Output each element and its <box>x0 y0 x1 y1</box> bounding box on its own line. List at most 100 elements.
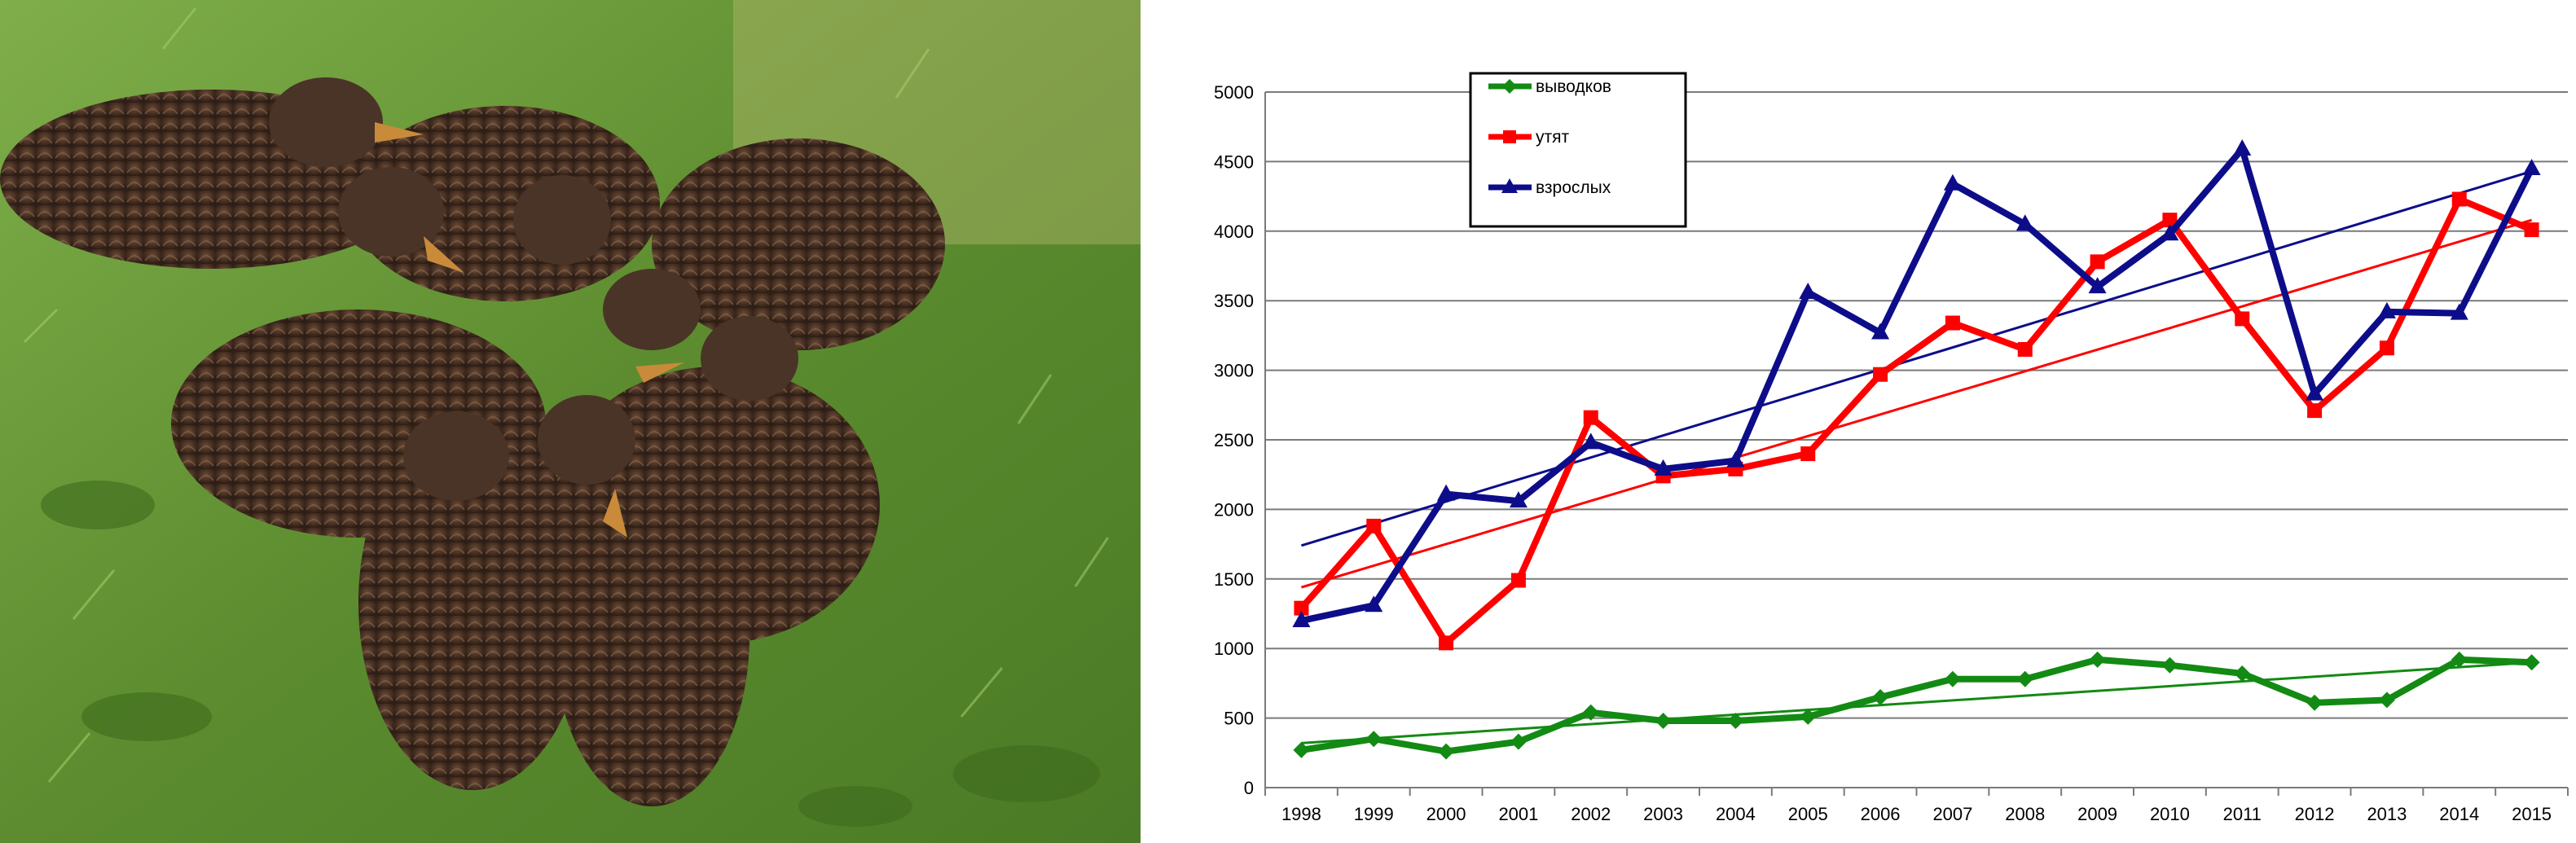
data-point <box>1726 450 1745 468</box>
duckling-group <box>0 77 945 806</box>
legend-marker <box>1502 79 1517 94</box>
data-point <box>2450 303 2468 320</box>
data-point <box>2379 340 2394 356</box>
axes <box>1264 92 2569 796</box>
data-point <box>1655 713 1672 730</box>
x-tick-label: 2007 <box>1932 804 1972 824</box>
data-point <box>2016 214 2034 231</box>
x-tick-label: 2015 <box>2512 804 2552 824</box>
x-tick-label: 2000 <box>1426 804 1466 824</box>
legend-marker <box>1501 178 1518 193</box>
x-tick-label: 2003 <box>1643 804 1683 824</box>
y-tick-label: 500 <box>1224 709 1254 729</box>
y-tick-label: 1500 <box>1214 569 1254 590</box>
series-line <box>1299 195 2534 647</box>
data-point <box>2161 656 2178 674</box>
data-point <box>2306 694 2323 711</box>
trend-line <box>1300 169 2533 547</box>
data-point <box>1365 595 1383 612</box>
data-point <box>2234 665 2251 682</box>
y-tick-label: 5000 <box>1214 82 1254 103</box>
data-point <box>2161 224 2179 241</box>
data-point <box>1727 713 1744 730</box>
y-tick-label: 3500 <box>1214 291 1254 311</box>
trend-line <box>1300 218 2533 589</box>
ducklings-photo <box>0 0 1141 843</box>
legend-marker <box>1503 130 1516 143</box>
y-tick-label: 2500 <box>1214 430 1254 450</box>
data-point <box>1873 367 1888 382</box>
data-point <box>1871 323 1890 340</box>
x-tick-label: 2002 <box>1571 804 1611 824</box>
data-point <box>1437 484 1456 501</box>
legend: выводков утят взрослых <box>1469 72 1687 228</box>
y-tick-label: 0 <box>1244 778 1254 798</box>
data-point <box>1583 410 1598 425</box>
data-point <box>1943 173 1962 191</box>
y-tick-label: 2000 <box>1214 499 1254 520</box>
x-tick-label: 2010 <box>2150 804 2190 824</box>
data-point <box>2522 158 2541 175</box>
legend-box <box>1469 72 1687 228</box>
data-point <box>2451 651 2468 668</box>
data-point <box>1438 743 1455 760</box>
data-point <box>2377 301 2396 318</box>
data-point <box>1292 611 1311 628</box>
data-point <box>2378 692 2395 709</box>
data-point <box>2162 213 2178 228</box>
data-point <box>1944 670 1961 687</box>
data-point <box>1510 573 1526 588</box>
data-point <box>2090 254 2105 270</box>
data-point <box>1945 315 1960 331</box>
data-point <box>2089 651 2106 668</box>
x-tick-label: 2014 <box>2439 804 2479 824</box>
data-point <box>2088 277 2107 294</box>
data-point <box>2451 191 2467 207</box>
data-point <box>1365 731 1383 748</box>
series-line <box>1300 146 2535 624</box>
x-tick-label: 2001 <box>1498 804 1538 824</box>
y-tick-label: 1000 <box>1214 639 1254 659</box>
data-point <box>2233 139 2252 156</box>
trend-line <box>1301 661 2532 744</box>
data-point <box>2017 341 2033 357</box>
grid-lines <box>1265 91 2568 788</box>
x-tick-label: 2004 <box>1716 804 1756 824</box>
x-tick-label: 2011 <box>2223 804 2262 824</box>
data-point <box>1510 733 1527 750</box>
x-axis-labels: 1998 1999 2000 2001 2002 2003 2004 2005 2006 2007… <box>1281 804 2552 824</box>
y-tick-label: 4000 <box>1214 222 1254 242</box>
series-lines <box>1292 139 2541 760</box>
data-point <box>1581 432 1600 450</box>
x-tick-label: 1998 <box>1281 804 1321 824</box>
data-point <box>2524 222 2539 238</box>
data-point <box>1366 518 1382 533</box>
data-point <box>2306 384 2324 401</box>
data-point <box>1509 491 1528 508</box>
x-tick-label: 2008 <box>2005 804 2045 824</box>
data-point <box>1654 459 1673 476</box>
data-point <box>1439 635 1454 651</box>
legend-label: взрослых <box>1536 178 1611 197</box>
data-point <box>1799 282 1818 299</box>
data-point <box>1800 446 1816 462</box>
x-tick-label: 1999 <box>1354 804 1394 824</box>
x-tick-label: 2005 <box>1788 804 1828 824</box>
y-axis-labels: 0 500 1000 1500 2000 2500 3000 3500 4000 4500 5000 <box>1214 82 1254 798</box>
trend-lines <box>1300 169 2533 744</box>
y-tick-label: 4500 <box>1214 151 1254 172</box>
y-tick-label: 3000 <box>1214 361 1254 381</box>
x-tick-label: 2009 <box>2077 804 2117 824</box>
data-point <box>1582 704 1599 721</box>
data-point <box>1294 600 1309 616</box>
legend-label: выводков <box>1536 77 1611 96</box>
x-tick-label: 2006 <box>1861 804 1901 824</box>
data-point <box>2235 311 2250 327</box>
x-tick-label: 2013 <box>2367 804 2407 824</box>
data-point <box>1293 741 1310 758</box>
legend-label: утят <box>1536 128 1569 147</box>
data-point <box>1872 688 1889 705</box>
data-point <box>1800 708 1817 725</box>
x-tick-label: 2012 <box>2295 804 2335 824</box>
data-point <box>2523 654 2540 671</box>
